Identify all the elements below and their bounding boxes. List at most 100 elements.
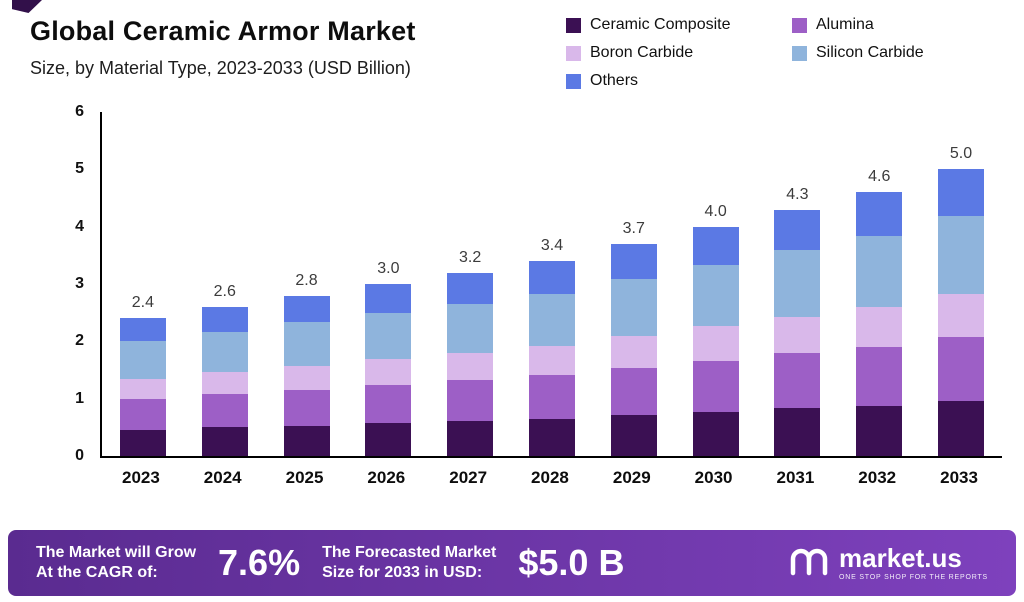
bar-segment-ceramic-composite: [774, 408, 821, 456]
bar-segment-others: [365, 284, 412, 313]
y-tick-label: 0: [75, 447, 84, 464]
bar-segment-others: [856, 192, 903, 236]
bar-segment-ceramic-composite: [692, 411, 739, 456]
bar-stack: [528, 261, 575, 456]
bar-stack: [119, 318, 166, 456]
bar-segment-alumina: [938, 336, 985, 401]
bar-stack: [938, 169, 985, 456]
x-axis-labels: 2023 2024 2025 2026 2027 2028 2029 2030 2031 2032…: [100, 468, 1000, 488]
bar-segment-boron-carbide: [447, 352, 494, 381]
bar-segment-alumina: [201, 394, 248, 428]
y-tick-label: 5: [75, 160, 84, 178]
bar-segment-others: [119, 318, 166, 342]
bar-segment-alumina: [856, 346, 903, 406]
cagr-label-line2: At the CAGR of:: [36, 564, 158, 581]
stacked-bar-chart: 0 1 2 3 4 5 6 2.4 2.6 2.8 3.0 3.2 3.4 3.7 4.0 4.3 4.6 5.…: [58, 103, 1006, 512]
bar-segment-others: [692, 226, 739, 265]
legend-swatch-others: [566, 73, 581, 89]
bar-segment-boron-carbide: [283, 366, 330, 391]
x-axis-label: 2027: [449, 468, 488, 487]
bar-total-label: 3.4: [540, 237, 564, 255]
bar-segment-silicon-carbide: [201, 332, 248, 373]
legend-label: Others: [590, 72, 639, 89]
x-axis-label: 2033: [940, 468, 978, 487]
bar-column-2027: 3.2: [447, 112, 494, 456]
y-axis: 0 1 2 3 4 5 6: [58, 103, 94, 464]
bar-segment-others: [447, 272, 494, 304]
bar-segment-silicon-carbide: [365, 312, 412, 360]
bar-segment-ceramic-composite: [447, 421, 494, 456]
chart-subtitle: Size, by Material Type, 2023-2033 (USD B…: [30, 58, 411, 78]
legend-swatch-boron-carbide: [566, 45, 581, 61]
bar-segment-silicon-carbide: [283, 322, 330, 367]
bar-stack: [774, 209, 821, 456]
bar-stack: [856, 192, 903, 456]
bar-segment-ceramic-composite: [528, 418, 575, 456]
legend-label: Silicon Carbide: [816, 44, 924, 61]
bar-segment-others: [283, 295, 330, 323]
y-tick-label: 4: [75, 217, 84, 235]
bar-segment-boron-carbide: [528, 345, 575, 376]
y-tick-label: 6: [75, 103, 84, 120]
bar-stack: [692, 226, 739, 456]
bar-segment-ceramic-composite: [938, 400, 985, 456]
bar-column-2030: 4.0: [692, 112, 739, 456]
bar-segment-alumina: [119, 398, 166, 431]
forecast-value: $5.0 B: [518, 542, 625, 583]
footer-banner: The Market will Grow At the CAGR of: 7.6…: [8, 530, 1016, 596]
bar-segment-others: [201, 306, 248, 333]
bar-segment-ceramic-composite: [201, 427, 248, 456]
bar-segment-boron-carbide: [201, 372, 248, 395]
bar-stack: [447, 272, 494, 456]
bar-segment-boron-carbide: [774, 316, 821, 354]
bar-segment-alumina: [692, 360, 739, 412]
bar-stack: [201, 306, 248, 456]
bar-stack: [283, 295, 330, 456]
bar-column-2023: 2.4: [119, 112, 166, 456]
x-axis-label: 2025: [285, 468, 324, 487]
bar-segment-others: [938, 169, 985, 217]
bar-stack: [610, 243, 657, 456]
legend-item-silicon-carbide: Silicon Carbide: [792, 44, 1018, 62]
legend: Ceramic Composite Alumina Boron Carbide Sil…: [566, 16, 1018, 90]
corner-accent: [12, 0, 42, 13]
bar-total-label: 2.4: [131, 294, 155, 312]
legend-item-boron-carbide: Boron Carbide: [566, 44, 792, 62]
x-axis-label: 2030: [694, 468, 733, 487]
bar-total-label: 4.0: [704, 202, 727, 220]
bar-segment-alumina: [774, 353, 821, 409]
cagr-value: 7.6%: [218, 542, 301, 583]
bar-segment-silicon-carbide: [119, 341, 166, 379]
bar-total-label: 3.7: [622, 219, 645, 237]
brand-name: market.us: [839, 543, 962, 573]
bar-segment-silicon-carbide: [938, 216, 985, 294]
brand-tagline: ONE STOP SHOP FOR THE REPORTS: [839, 574, 988, 581]
x-axis-label: 2032: [858, 468, 897, 487]
legend-swatch-silicon-carbide: [792, 45, 807, 61]
legend-label: Ceramic Composite: [590, 16, 731, 33]
bar-segment-ceramic-composite: [119, 430, 166, 456]
bar-segment-boron-carbide: [610, 336, 657, 368]
legend-swatch-ceramic-composite: [566, 17, 581, 33]
bar-column-2026: 3.0: [365, 112, 412, 456]
bar-segment-ceramic-composite: [283, 425, 330, 456]
bar-segment-silicon-carbide: [856, 235, 903, 307]
x-axis-label: 2031: [776, 468, 815, 487]
bar-segment-alumina: [447, 380, 494, 422]
bar-column-2031: 4.3: [774, 112, 821, 456]
bar-column-2032: 4.6: [856, 112, 903, 456]
bar-segment-others: [774, 209, 821, 251]
bar-segment-alumina: [365, 384, 412, 424]
bar-column-2025: 2.8: [283, 112, 330, 456]
bar-total-label: 4.3: [786, 185, 809, 203]
y-tick-label: 1: [75, 389, 84, 407]
bar-total-label: 2.8: [295, 271, 318, 289]
bar-column-2033: 5.0: [938, 112, 985, 456]
bar-segment-boron-carbide: [119, 378, 166, 399]
legend-label: Alumina: [816, 16, 874, 33]
bar-segment-ceramic-composite: [610, 415, 657, 456]
bar-segment-alumina: [610, 367, 657, 416]
forecast-label-line1: The Forecasted Market: [322, 544, 497, 561]
chart-title: Global Ceramic Armor Market: [30, 16, 416, 46]
x-axis-label: 2029: [612, 468, 651, 487]
